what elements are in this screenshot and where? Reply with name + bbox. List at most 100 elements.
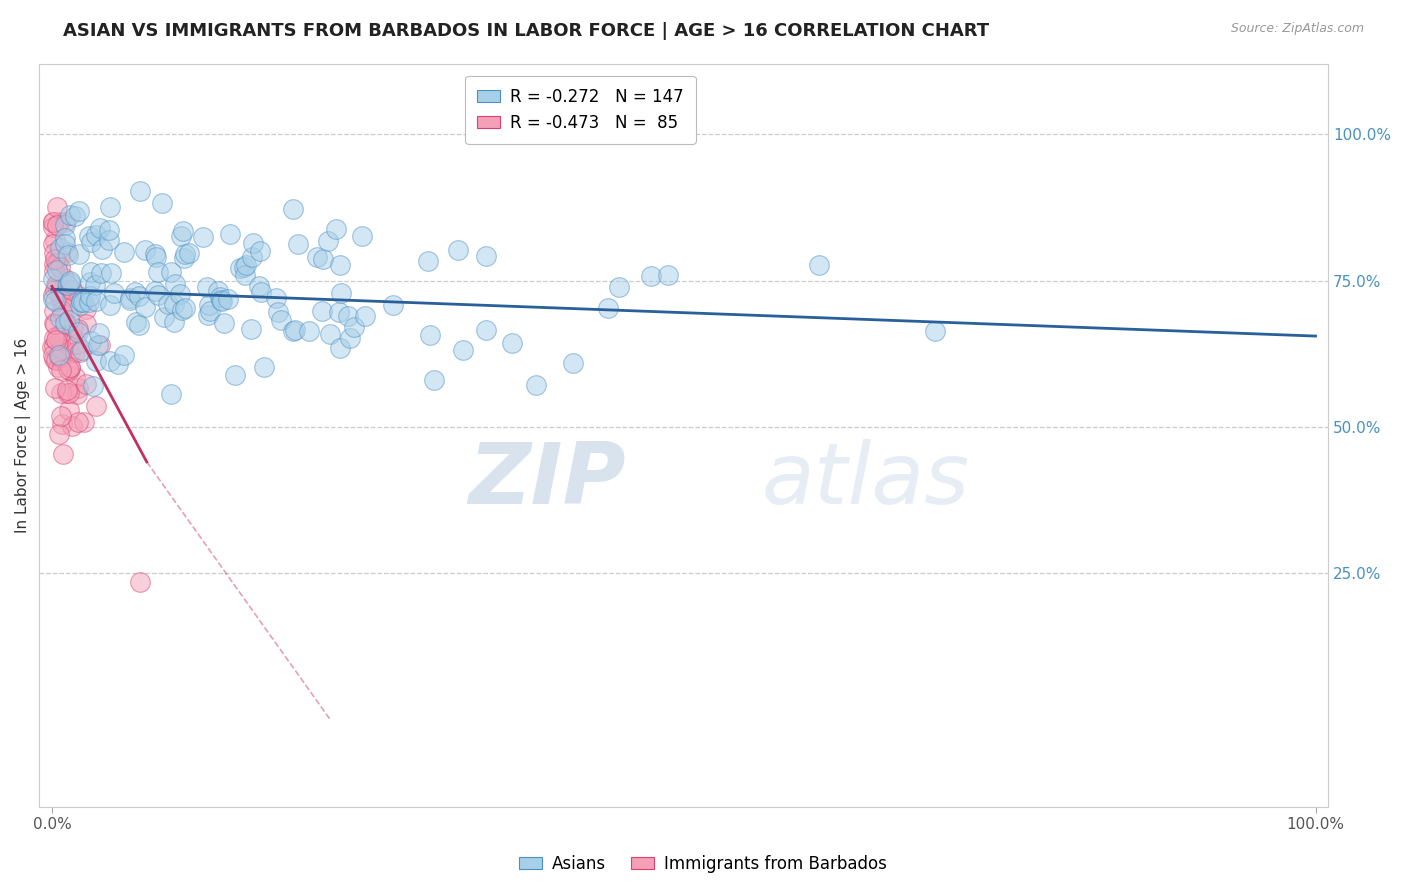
- Point: [58, 385, 80, 400]
- Point: [56, 278, 79, 293]
- Point: [453, 343, 475, 357]
- Point: [97, 222, 120, 236]
- Point: [84, 400, 107, 414]
- Point: [46, 256, 69, 270]
- Point: [58, 277, 80, 292]
- Point: [42, 331, 65, 345]
- Point: [58, 312, 80, 326]
- Point: [44, 234, 66, 248]
- Point: [808, 258, 831, 272]
- Point: [325, 222, 347, 236]
- Point: [52, 292, 75, 306]
- Point: [170, 303, 193, 318]
- Point: [44, 381, 66, 395]
- Point: [208, 290, 231, 304]
- Point: [174, 247, 197, 261]
- Point: [247, 279, 270, 293]
- Point: [233, 260, 256, 274]
- Point: [49, 386, 72, 401]
- Point: [177, 246, 200, 260]
- Point: [330, 286, 353, 301]
- Point: [53, 219, 76, 233]
- Point: [72, 294, 94, 309]
- Point: [49, 350, 72, 364]
- Point: [56, 383, 79, 397]
- Point: [49, 283, 72, 297]
- Point: [49, 333, 72, 347]
- Point: [46, 262, 69, 277]
- Point: [67, 203, 90, 218]
- Point: [59, 346, 82, 360]
- Point: [195, 279, 218, 293]
- Point: [56, 248, 79, 262]
- Point: [66, 325, 89, 339]
- Point: [197, 308, 219, 322]
- Point: [49, 241, 72, 255]
- Point: [77, 229, 100, 244]
- Point: [250, 285, 273, 300]
- Point: [66, 337, 89, 351]
- Point: [240, 321, 263, 335]
- Point: [42, 219, 65, 234]
- Point: [125, 315, 148, 329]
- Point: [249, 244, 271, 259]
- Point: [42, 264, 65, 278]
- Y-axis label: In Labor Force | Age > 16: In Labor Force | Age > 16: [15, 338, 31, 533]
- Point: [42, 272, 65, 286]
- Point: [197, 298, 219, 312]
- Point: [423, 373, 446, 387]
- Point: [49, 310, 72, 325]
- Point: [60, 418, 83, 433]
- Point: [283, 202, 305, 216]
- Point: [98, 200, 121, 214]
- Point: [287, 236, 309, 251]
- Point: [41, 348, 63, 362]
- Point: [163, 315, 186, 329]
- Point: [42, 351, 65, 366]
- Point: [56, 386, 79, 401]
- Point: [284, 323, 307, 337]
- Point: [69, 293, 91, 308]
- Point: [329, 341, 352, 355]
- Point: [354, 309, 377, 323]
- Point: [58, 403, 80, 417]
- Point: [640, 268, 662, 283]
- Point: [124, 285, 146, 299]
- Point: [129, 574, 152, 589]
- Legend: Asians, Immigrants from Barbados: Asians, Immigrants from Barbados: [512, 848, 894, 880]
- Point: [100, 266, 122, 280]
- Point: [89, 221, 111, 235]
- Point: [66, 322, 89, 336]
- Point: [41, 340, 63, 354]
- Point: [59, 274, 82, 288]
- Point: [416, 253, 439, 268]
- Point: [339, 330, 361, 344]
- Point: [59, 360, 82, 375]
- Point: [146, 288, 169, 302]
- Point: [297, 324, 319, 338]
- Point: [218, 227, 240, 242]
- Point: [89, 338, 111, 352]
- Point: [45, 329, 67, 343]
- Point: [70, 343, 93, 358]
- Point: [97, 233, 120, 247]
- Point: [217, 292, 239, 306]
- Point: [143, 284, 166, 298]
- Point: [264, 291, 287, 305]
- Point: [84, 227, 107, 242]
- Point: [44, 257, 66, 271]
- Point: [150, 196, 173, 211]
- Point: [75, 376, 97, 391]
- Point: [45, 277, 67, 292]
- Point: [157, 297, 180, 311]
- Point: [173, 301, 195, 316]
- Point: [66, 415, 89, 429]
- Point: [66, 381, 89, 395]
- Point: [42, 215, 65, 229]
- Point: [44, 245, 66, 260]
- Point: [84, 293, 107, 308]
- Point: [48, 251, 70, 265]
- Point: [316, 234, 339, 248]
- Point: [60, 284, 83, 298]
- Point: [55, 318, 77, 332]
